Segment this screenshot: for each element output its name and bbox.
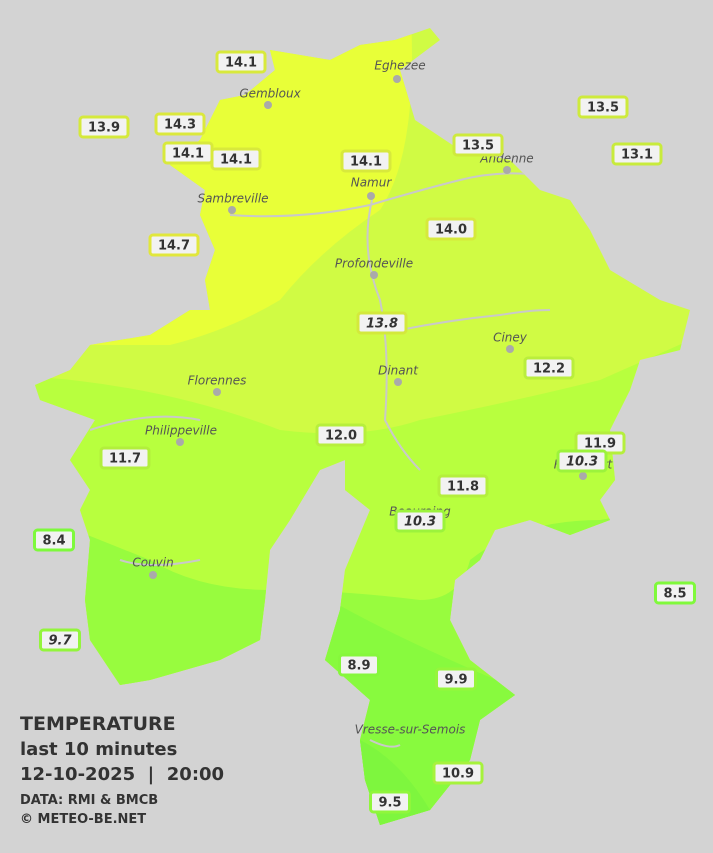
station-box	[432, 761, 484, 785]
station-box	[356, 311, 408, 335]
legend-title: TEMPERATURE	[20, 713, 176, 735]
station-value: 14.7	[158, 239, 190, 254]
station-value: 11.9	[584, 437, 616, 452]
station-value: 13.5	[462, 139, 494, 154]
station-value: 9.7	[48, 634, 72, 649]
town-label: Couvin	[132, 556, 173, 570]
station-value: 8.9	[347, 659, 370, 674]
town-dot	[264, 101, 272, 109]
station-box	[437, 474, 489, 498]
station-box	[315, 423, 367, 447]
station-value: 14.1	[350, 155, 382, 170]
station-box	[435, 667, 477, 691]
station-box	[340, 149, 392, 173]
station-value: 9.9	[444, 673, 467, 688]
station-value: 10.3	[566, 455, 598, 470]
town-dot	[394, 378, 402, 386]
town-dot	[579, 472, 587, 480]
legend-credit: © METEO-BE.NET	[20, 812, 146, 827]
station-box	[210, 147, 262, 171]
station-value: 13.1	[621, 148, 653, 163]
legend-source: DATA: RMI & BMCB	[20, 793, 158, 808]
station-value: 14.1	[172, 147, 204, 162]
station-box	[654, 581, 696, 605]
river	[89, 172, 551, 748]
station-value: 14.3	[164, 118, 196, 133]
town-dot	[370, 271, 378, 279]
station-box	[611, 142, 663, 166]
station-box	[39, 628, 81, 652]
station-box	[425, 217, 477, 241]
station-value: 11.7	[109, 452, 141, 467]
town-dot	[367, 192, 375, 200]
station-value: 12.2	[533, 362, 565, 377]
station-value: 8.5	[663, 587, 686, 602]
town-dot	[393, 75, 401, 83]
town-label: Sambreville	[197, 192, 268, 206]
town-dot	[228, 206, 236, 214]
station-box	[148, 233, 200, 257]
town-label: Eghezee	[374, 59, 425, 73]
station-value: 9.5	[378, 796, 401, 811]
station-box	[523, 356, 575, 380]
legend-subtitle: last 10 minutes	[20, 739, 177, 760]
station-value: 10.3	[404, 515, 436, 530]
town-label: Gembloux	[239, 87, 301, 101]
town-label: Profondeville	[335, 257, 413, 271]
station-value: 8.4	[42, 534, 65, 549]
station-value: 13.5	[587, 101, 619, 116]
town-label: Namur	[351, 176, 393, 190]
station-box	[99, 446, 151, 470]
town-label: Ciney	[493, 331, 528, 345]
town-label: Vresse-sur-Semois	[355, 723, 466, 737]
town-dot	[213, 388, 221, 396]
station-box	[78, 115, 130, 139]
station-box	[33, 528, 75, 552]
station-value: 14.1	[225, 56, 257, 71]
station-box	[369, 790, 411, 814]
station-box	[394, 509, 446, 533]
station-value: 14.0	[435, 223, 467, 238]
station-box	[154, 112, 206, 136]
town-dot	[506, 345, 514, 353]
town-dot	[176, 438, 184, 446]
station-box	[556, 449, 608, 473]
town-label: Dinant	[378, 364, 419, 378]
station-value: 14.1	[220, 153, 252, 168]
station-value: 11.8	[447, 480, 479, 495]
station-box	[577, 95, 629, 119]
station-value: 13.8	[366, 317, 398, 332]
station-box	[215, 50, 267, 74]
station-value: 10.9	[442, 767, 474, 782]
station-box	[452, 133, 504, 157]
station-value: 13.9	[88, 121, 120, 136]
station-value: 12.0	[325, 429, 357, 444]
legend-datetime: 12-10-2025 | 20:00	[20, 764, 224, 785]
station-box	[338, 653, 380, 677]
town-dot	[149, 571, 157, 579]
town-dot	[503, 166, 511, 174]
town-label: Philippeville	[145, 424, 217, 438]
town-label: Florennes	[188, 374, 247, 388]
